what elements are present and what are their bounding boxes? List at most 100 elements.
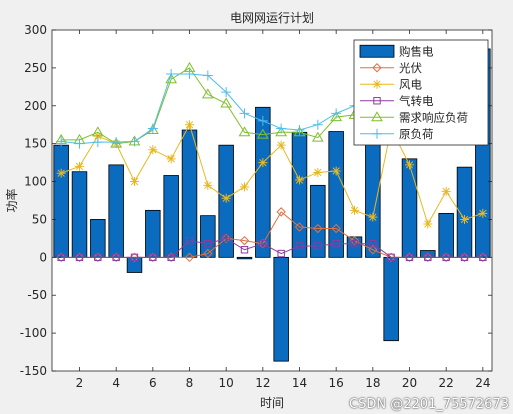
bar bbox=[310, 184, 326, 258]
x-tick-label: 24 bbox=[475, 376, 490, 390]
legend-label: 购售电 bbox=[399, 44, 434, 58]
star-marker bbox=[75, 161, 84, 171]
diamond-marker bbox=[478, 252, 488, 263]
bar bbox=[163, 175, 179, 258]
square-marker bbox=[405, 253, 414, 262]
y-tick-label: -150 bbox=[20, 364, 47, 378]
square-marker bbox=[75, 253, 84, 262]
square-marker bbox=[479, 253, 487, 262]
y-axis-label: 功率 bbox=[4, 188, 19, 212]
x-tick-label: 12 bbox=[255, 376, 270, 390]
x-tick-label: 22 bbox=[439, 376, 454, 390]
triangle-marker bbox=[220, 97, 233, 108]
square-marker bbox=[112, 253, 120, 262]
star-marker bbox=[313, 167, 323, 177]
y-tick-label: 150 bbox=[24, 137, 47, 151]
triangle-marker bbox=[165, 73, 178, 84]
legend-label: 气转电 bbox=[399, 94, 434, 108]
triangle-marker bbox=[110, 137, 123, 148]
plus-marker bbox=[129, 136, 140, 147]
triangle-marker bbox=[330, 111, 343, 122]
diamond-marker bbox=[74, 252, 85, 263]
triangle-marker bbox=[293, 126, 306, 137]
bar bbox=[255, 106, 271, 258]
plot-frame bbox=[51, 29, 493, 372]
square-marker bbox=[387, 253, 395, 262]
diamond-marker bbox=[276, 207, 286, 217]
star-marker bbox=[331, 166, 341, 176]
y-tick-label: 300 bbox=[24, 23, 47, 37]
diamond-marker bbox=[239, 235, 250, 246]
star-marker bbox=[185, 120, 194, 130]
diamond-marker bbox=[313, 223, 323, 234]
diamond-marker bbox=[331, 223, 341, 234]
star-marker bbox=[276, 140, 286, 150]
square-marker bbox=[149, 253, 157, 262]
square-marker bbox=[424, 253, 432, 262]
square-marker bbox=[57, 253, 65, 262]
x-axis-label: 时间 bbox=[260, 396, 284, 410]
y-tick-label: -100 bbox=[20, 326, 47, 340]
square-marker bbox=[442, 253, 450, 262]
square-marker bbox=[350, 239, 359, 248]
triangle-marker bbox=[311, 131, 324, 142]
legend-label: 光伏 bbox=[399, 61, 422, 75]
triangle-marker bbox=[371, 111, 383, 122]
diamond-marker bbox=[441, 252, 451, 263]
star-marker bbox=[423, 219, 433, 229]
diamond-marker bbox=[368, 245, 378, 255]
plus-marker bbox=[111, 137, 122, 148]
plus-marker bbox=[331, 108, 342, 119]
square-marker bbox=[295, 242, 304, 250]
x-tick-label: 18 bbox=[365, 376, 380, 390]
line-series bbox=[57, 234, 487, 262]
diamond-marker bbox=[258, 238, 268, 249]
bar bbox=[328, 131, 344, 258]
square-marker bbox=[204, 239, 212, 248]
plus-marker bbox=[372, 128, 382, 139]
triangle-marker bbox=[146, 124, 159, 135]
x-tick-label: 8 bbox=[186, 376, 194, 390]
square-marker bbox=[369, 239, 377, 248]
diamond-marker bbox=[184, 252, 195, 263]
triangle-marker bbox=[275, 126, 288, 137]
bar bbox=[71, 171, 88, 258]
y-tick-label: 0 bbox=[39, 250, 47, 264]
plus-marker bbox=[312, 119, 323, 130]
triangle-marker bbox=[91, 126, 104, 137]
legend-swatch bbox=[359, 44, 395, 58]
x-tick-label: 2 bbox=[76, 376, 84, 390]
y-tick-label: 100 bbox=[24, 175, 47, 189]
diamond-marker bbox=[404, 252, 415, 263]
plus-marker bbox=[239, 108, 250, 119]
watermark: CSDN @2201_75572673 bbox=[349, 397, 509, 412]
plus-marker bbox=[276, 123, 287, 134]
star-marker bbox=[368, 212, 378, 222]
bar bbox=[365, 135, 381, 258]
y-tick-label: -50 bbox=[27, 288, 47, 302]
x-tick-label: 6 bbox=[149, 376, 157, 390]
series-line bbox=[60, 123, 483, 226]
diamond-marker bbox=[349, 235, 360, 246]
plus-marker bbox=[56, 136, 67, 147]
legend-label: 原负荷 bbox=[399, 127, 434, 141]
bar bbox=[438, 212, 454, 258]
star-marker bbox=[405, 160, 414, 170]
bar bbox=[53, 144, 69, 258]
x-tick-label: 16 bbox=[329, 376, 344, 390]
star-marker bbox=[130, 177, 139, 187]
star-marker bbox=[240, 182, 249, 192]
star-marker bbox=[441, 186, 451, 196]
x-tick-label: 4 bbox=[112, 376, 120, 390]
diamond-marker bbox=[129, 252, 140, 263]
plus-marker bbox=[166, 68, 177, 79]
x-tick-label: 20 bbox=[402, 376, 417, 390]
bar bbox=[383, 256, 399, 342]
diamond-marker bbox=[93, 252, 103, 263]
diamond-marker bbox=[166, 252, 176, 263]
bar bbox=[181, 129, 198, 258]
triangle-marker bbox=[256, 128, 269, 139]
square-marker bbox=[240, 246, 249, 254]
